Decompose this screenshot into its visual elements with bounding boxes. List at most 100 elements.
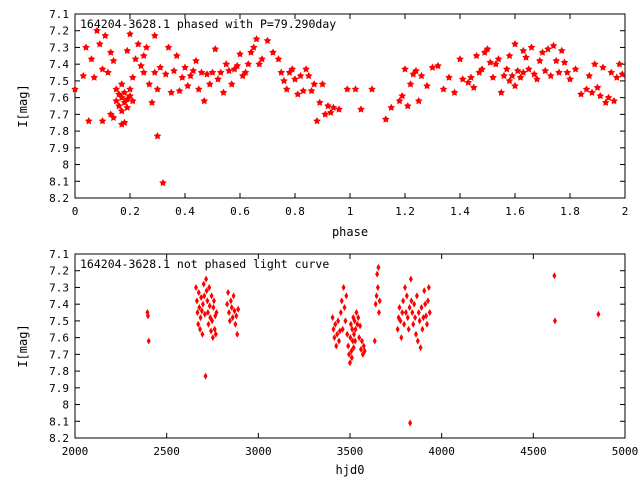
- data-point: [538, 48, 547, 56]
- y-tick-label: 7.2: [49, 25, 69, 38]
- data-point: [405, 314, 410, 322]
- data-point: [231, 292, 236, 300]
- x-axis-label: hjd0: [336, 463, 365, 477]
- data-point: [348, 334, 353, 342]
- y-tick-label: 7.3: [49, 281, 69, 294]
- x-tick-label: 0: [72, 205, 79, 218]
- data-point: [195, 309, 200, 317]
- data-point: [234, 312, 239, 320]
- data-point: [502, 65, 511, 73]
- x-tick-label: 0.4: [175, 205, 195, 218]
- data-point: [566, 75, 574, 83]
- data-point: [126, 30, 134, 38]
- data-point: [205, 309, 210, 317]
- data-point: [95, 40, 104, 48]
- data-point: [227, 309, 231, 317]
- data-point: [126, 85, 134, 93]
- data-point: [522, 53, 530, 61]
- data-point: [318, 80, 327, 88]
- x-tick-label: 5000: [612, 445, 639, 458]
- data-point: [247, 48, 255, 56]
- data-point: [197, 304, 202, 312]
- data-point: [202, 292, 207, 300]
- data-point: [249, 43, 258, 51]
- data-point: [381, 115, 390, 123]
- data-point: [427, 309, 432, 317]
- x-tick-label: 1.8: [560, 205, 580, 218]
- data-point: [326, 108, 335, 116]
- y-tick-label: 7.3: [49, 41, 69, 54]
- data-point: [241, 68, 250, 76]
- data-point: [304, 71, 313, 80]
- y-tick-label: 7.4: [49, 298, 69, 311]
- data-point: [544, 45, 552, 53]
- data-point: [90, 73, 99, 81]
- data-point: [395, 325, 400, 333]
- data-point: [428, 63, 437, 71]
- data-point: [472, 51, 481, 60]
- data-point: [399, 334, 404, 342]
- x-axis-label: phase: [332, 225, 368, 239]
- data-point: [321, 110, 330, 118]
- data-point: [233, 320, 238, 328]
- data-point: [115, 102, 123, 110]
- data-point: [406, 80, 415, 88]
- data-point: [415, 337, 420, 345]
- data-point: [228, 297, 233, 305]
- data-points: [71, 26, 627, 187]
- data-point: [227, 317, 232, 325]
- data-point: [194, 297, 199, 305]
- data-point: [209, 327, 214, 335]
- data-point: [142, 43, 151, 51]
- data-point: [356, 314, 361, 322]
- data-point: [333, 320, 338, 328]
- data-point: [422, 287, 427, 295]
- data-point: [183, 81, 192, 90]
- data-point: [480, 48, 489, 56]
- data-point: [342, 304, 347, 312]
- x-tick-label: 0.6: [230, 205, 250, 218]
- y-tick-label: 7.9: [49, 382, 69, 395]
- x-tick-label: 3000: [245, 445, 272, 458]
- data-point: [203, 70, 211, 78]
- data-point: [489, 73, 497, 81]
- data-point: [358, 322, 363, 330]
- data-point: [200, 300, 205, 308]
- data-point: [464, 78, 473, 86]
- data-point: [82, 43, 90, 51]
- data-point: [404, 292, 409, 300]
- x-tick-label: 2: [622, 205, 629, 218]
- data-point: [214, 309, 219, 317]
- data-point: [145, 312, 150, 320]
- data-point: [596, 310, 601, 318]
- data-point: [238, 71, 247, 80]
- data-point: [288, 65, 297, 73]
- data-point: [612, 73, 621, 81]
- data-point: [417, 71, 426, 80]
- data-point: [296, 71, 305, 80]
- data-point: [226, 288, 231, 296]
- data-point: [139, 51, 148, 60]
- data-point: [483, 45, 492, 53]
- x-tick-label: 2500: [153, 445, 180, 458]
- data-point: [552, 272, 557, 280]
- data-point: [280, 76, 288, 85]
- data-point: [192, 56, 200, 65]
- data-point: [599, 63, 607, 71]
- data-point: [445, 73, 453, 81]
- data-point: [126, 91, 134, 100]
- data-point: [227, 80, 236, 88]
- data-point: [324, 102, 332, 110]
- data-point: [252, 35, 261, 43]
- data-point: [350, 337, 355, 345]
- data-point: [139, 68, 148, 76]
- data-point: [375, 270, 380, 278]
- data-point: [456, 55, 464, 63]
- data-point: [407, 304, 412, 312]
- x-tick-label: 0.2: [120, 205, 140, 218]
- data-point: [112, 85, 121, 93]
- data-point: [604, 93, 613, 101]
- data-point: [199, 293, 204, 301]
- data-point: [412, 300, 417, 308]
- data-point: [263, 36, 272, 44]
